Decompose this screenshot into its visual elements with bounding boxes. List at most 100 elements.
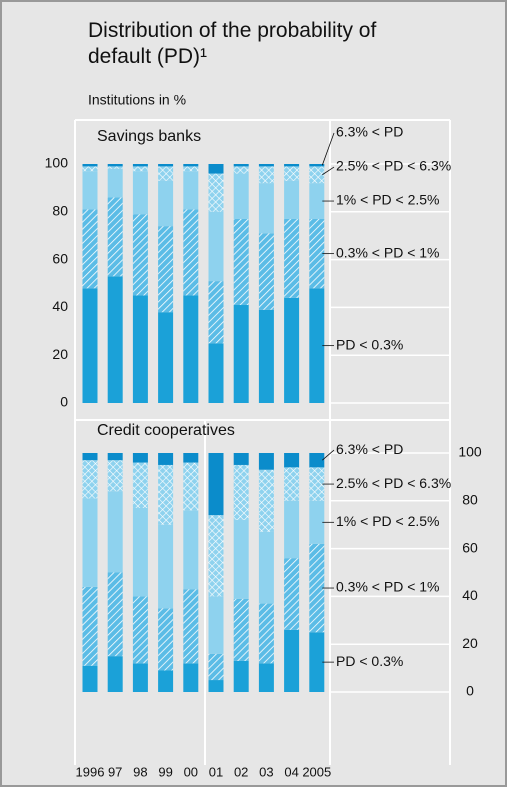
bar-segment bbox=[107, 656, 123, 692]
bar-segment bbox=[107, 276, 123, 403]
bar-hatch bbox=[82, 209, 98, 289]
bar-segment bbox=[233, 519, 249, 599]
bar-hatch bbox=[158, 464, 174, 525]
bar-segment bbox=[107, 164, 123, 167]
legend-label: PD < 0.3% bbox=[336, 653, 403, 669]
bar-segment bbox=[132, 507, 148, 597]
x-tick-label: 01 bbox=[209, 764, 223, 779]
bar-segment bbox=[208, 343, 224, 403]
bar-segment bbox=[82, 498, 98, 587]
bar-hatch bbox=[132, 596, 148, 664]
bar-segment bbox=[107, 491, 123, 573]
bar-segment bbox=[183, 295, 199, 403]
legend-label: 6.3% < PD bbox=[336, 441, 403, 457]
bar-segment bbox=[284, 180, 300, 219]
bar-segment bbox=[233, 173, 249, 219]
bar-hatch bbox=[158, 226, 174, 313]
bar-segment bbox=[258, 309, 274, 403]
bar-segment bbox=[107, 168, 123, 198]
x-tick-label: 00 bbox=[184, 764, 198, 779]
bar-segment bbox=[82, 665, 98, 692]
bar-hatch bbox=[258, 166, 274, 184]
bar-hatch bbox=[183, 166, 199, 172]
legend-leader bbox=[322, 166, 335, 176]
bar-hatch bbox=[208, 281, 224, 344]
bar-segment bbox=[258, 531, 274, 604]
y-tick-label: 20 bbox=[462, 635, 478, 651]
bar-segment bbox=[309, 164, 325, 167]
bar-segment bbox=[284, 297, 300, 403]
bar-hatch bbox=[107, 460, 123, 492]
y-tick-label: 80 bbox=[462, 492, 478, 508]
panel-title: Credit cooperatives bbox=[97, 422, 235, 439]
bar-segment bbox=[82, 288, 98, 403]
bar-segment bbox=[183, 164, 199, 167]
legend-label: 1% < PD < 2.5% bbox=[336, 513, 440, 529]
bar-segment bbox=[309, 500, 325, 544]
bar-hatch bbox=[284, 558, 300, 630]
bar-hatch bbox=[208, 173, 224, 212]
bar-hatch bbox=[82, 586, 98, 666]
x-tick-label: 99 bbox=[158, 764, 172, 779]
bar-hatch bbox=[183, 589, 199, 664]
x-tick-label: 1996 bbox=[76, 764, 105, 779]
y-tick-label: 20 bbox=[52, 346, 68, 362]
bar-hatch bbox=[107, 572, 123, 657]
y-tick-label: 0 bbox=[60, 394, 68, 410]
y-tick-label: 60 bbox=[462, 539, 478, 555]
bar-hatch bbox=[107, 166, 123, 169]
bar-segment bbox=[258, 164, 274, 167]
bar-segment bbox=[309, 632, 325, 692]
legend-label: PD < 0.3% bbox=[336, 336, 403, 352]
bar-hatch bbox=[284, 218, 300, 298]
panel-title: Savings banks bbox=[97, 128, 201, 145]
bar-segment bbox=[233, 453, 249, 465]
x-tick-label: 98 bbox=[133, 764, 147, 779]
bar-segment bbox=[284, 164, 300, 167]
bar-segment bbox=[183, 453, 199, 463]
legend-leader bbox=[321, 132, 335, 166]
legend-leader bbox=[322, 449, 335, 461]
x-tick-label: 97 bbox=[108, 764, 122, 779]
bar-hatch bbox=[309, 543, 325, 633]
bar-segment bbox=[309, 288, 325, 403]
bar-segment bbox=[284, 500, 300, 559]
bar-segment bbox=[132, 663, 148, 692]
x-tick-label: 2005 bbox=[302, 764, 331, 779]
bar-hatch bbox=[107, 197, 123, 277]
title: Distribution of the probability of defau… bbox=[88, 19, 377, 68]
bar-segment bbox=[284, 629, 300, 692]
y-tick-label: 60 bbox=[52, 250, 68, 266]
bar-hatch bbox=[183, 209, 199, 296]
bar-hatch bbox=[132, 166, 148, 172]
bar-hatch bbox=[158, 166, 174, 181]
bar-hatch bbox=[82, 460, 98, 499]
bar-segment bbox=[233, 305, 249, 403]
x-tick-label: 02 bbox=[234, 764, 248, 779]
bar-hatch bbox=[233, 464, 249, 520]
bar-segment bbox=[132, 164, 148, 167]
x-tick-label: 04 bbox=[284, 764, 298, 779]
bar-segment bbox=[309, 453, 325, 468]
legend-label: 1% < PD < 2.5% bbox=[336, 192, 440, 208]
bar-hatch bbox=[284, 467, 300, 501]
bar-segment bbox=[82, 453, 98, 461]
bar-hatch bbox=[233, 166, 249, 174]
legend-label: 2.5% < PD < 6.3% bbox=[336, 475, 451, 491]
bar-segment bbox=[233, 660, 249, 692]
bar-segment bbox=[309, 183, 325, 219]
bar-segment bbox=[107, 453, 123, 461]
legend-label: 2.5% < PD < 6.3% bbox=[336, 158, 451, 174]
bar-segment bbox=[258, 453, 274, 470]
bar-segment bbox=[158, 524, 174, 609]
bar-segment bbox=[183, 171, 199, 210]
y-tick-label: 0 bbox=[466, 683, 474, 699]
y-tick-label: 100 bbox=[45, 155, 69, 171]
bar-segment bbox=[183, 510, 199, 590]
bar-hatch bbox=[233, 598, 249, 661]
legend-label: 0.3% < PD < 1% bbox=[336, 244, 440, 260]
bar-segment bbox=[158, 164, 174, 167]
bar-segment bbox=[158, 180, 174, 227]
